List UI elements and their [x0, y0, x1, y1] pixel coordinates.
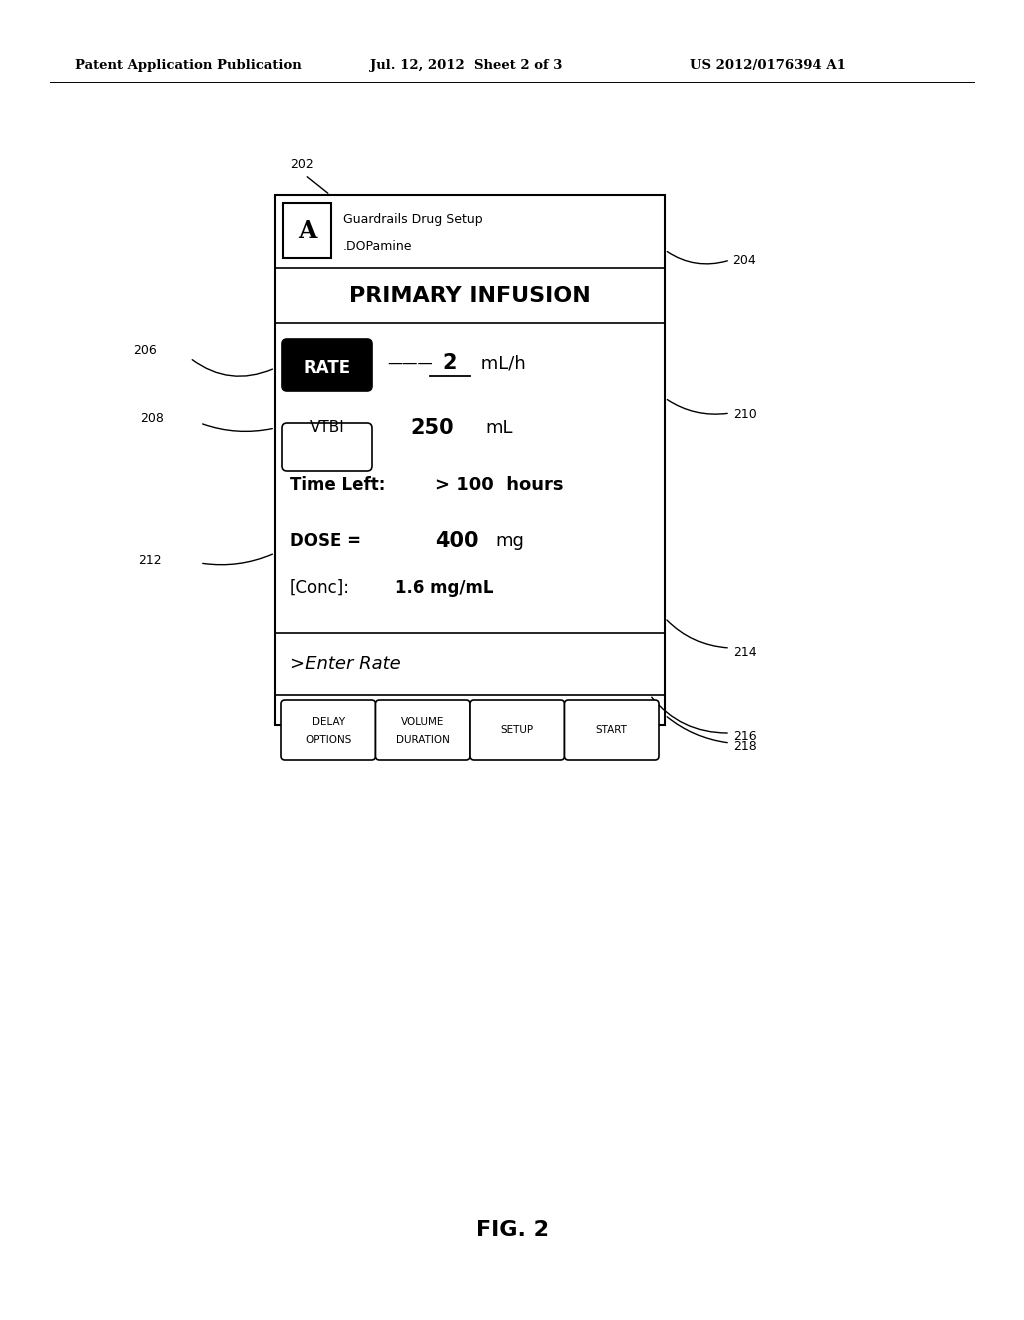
Text: FIG. 2: FIG. 2: [475, 1220, 549, 1239]
Text: VOLUME: VOLUME: [401, 717, 444, 727]
Text: 250: 250: [410, 418, 454, 438]
Text: START: START: [596, 725, 628, 735]
Text: Jul. 12, 2012  Sheet 2 of 3: Jul. 12, 2012 Sheet 2 of 3: [370, 58, 562, 71]
Text: 208: 208: [140, 412, 164, 425]
FancyBboxPatch shape: [470, 700, 564, 760]
Text: [Conc]:: [Conc]:: [290, 579, 350, 597]
FancyBboxPatch shape: [564, 700, 659, 760]
Text: Time Left:: Time Left:: [290, 477, 385, 494]
Text: US 2012/0176394 A1: US 2012/0176394 A1: [690, 58, 846, 71]
Text: Guardrails Drug Setup: Guardrails Drug Setup: [343, 214, 482, 227]
Text: >Enter Rate: >Enter Rate: [290, 655, 400, 673]
FancyBboxPatch shape: [282, 339, 372, 391]
Text: 1.6 mg/mL: 1.6 mg/mL: [395, 579, 494, 597]
Bar: [275, 195, 665, 725]
Text: 210: 210: [733, 408, 757, 421]
Text: A: A: [298, 219, 316, 243]
Text: OPTIONS: OPTIONS: [305, 735, 351, 744]
Text: 202: 202: [290, 158, 313, 172]
Text: DELAY: DELAY: [311, 717, 345, 727]
Text: RATE: RATE: [303, 359, 350, 378]
Text: PRIMARY INFUSION: PRIMARY INFUSION: [349, 285, 591, 305]
Text: .DOPamine: .DOPamine: [343, 240, 413, 253]
FancyBboxPatch shape: [282, 422, 372, 471]
Text: 400: 400: [435, 531, 478, 550]
FancyBboxPatch shape: [281, 700, 376, 760]
Text: 218: 218: [733, 741, 757, 754]
Text: mL/h: mL/h: [475, 354, 525, 372]
Text: ———: ———: [387, 355, 433, 371]
Text: 214: 214: [733, 647, 757, 660]
Text: > 100  hours: > 100 hours: [435, 477, 563, 494]
Text: SETUP: SETUP: [501, 725, 534, 735]
Text: Patent Application Publication: Patent Application Publication: [75, 58, 302, 71]
FancyBboxPatch shape: [376, 700, 470, 760]
Text: mL: mL: [485, 418, 512, 437]
Text: VTBI: VTBI: [309, 421, 344, 436]
Text: 212: 212: [138, 554, 162, 568]
Bar: [283, 203, 331, 257]
Text: DURATION: DURATION: [396, 735, 450, 744]
Text: 216: 216: [733, 730, 757, 743]
Text: mg: mg: [495, 532, 524, 550]
Text: 204: 204: [732, 253, 756, 267]
Text: DOSE =: DOSE =: [290, 532, 361, 550]
Text: 2: 2: [442, 352, 458, 374]
Text: 206: 206: [133, 345, 157, 358]
